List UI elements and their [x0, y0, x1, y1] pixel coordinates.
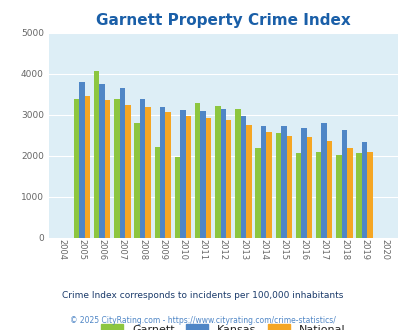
Bar — [185, 116, 191, 238]
Bar — [315, 152, 321, 238]
Bar — [200, 111, 205, 238]
Bar — [235, 109, 240, 238]
Bar — [367, 152, 372, 238]
Bar — [295, 153, 301, 238]
Bar — [335, 155, 341, 238]
Bar — [119, 88, 125, 238]
Bar — [125, 105, 130, 238]
Bar — [74, 99, 79, 238]
Bar — [341, 130, 346, 238]
Bar — [94, 71, 99, 238]
Bar — [260, 126, 266, 238]
Bar — [85, 96, 90, 238]
Bar — [180, 110, 185, 238]
Text: © 2025 CityRating.com - https://www.cityrating.com/crime-statistics/: © 2025 CityRating.com - https://www.city… — [70, 315, 335, 325]
Legend: Garnett, Kansas, National: Garnett, Kansas, National — [98, 321, 348, 330]
Bar — [134, 123, 139, 238]
Bar — [154, 147, 160, 238]
Bar — [286, 136, 291, 238]
Bar — [321, 123, 326, 238]
Bar — [240, 115, 245, 238]
Bar — [145, 107, 150, 238]
Bar — [255, 148, 260, 238]
Bar — [114, 99, 119, 238]
Bar — [266, 132, 271, 238]
Bar — [174, 157, 180, 238]
Bar — [280, 126, 286, 238]
Bar — [301, 128, 306, 238]
Text: Crime Index corresponds to incidents per 100,000 inhabitants: Crime Index corresponds to incidents per… — [62, 291, 343, 300]
Bar — [306, 137, 311, 238]
Bar — [361, 142, 367, 238]
Bar — [160, 107, 165, 238]
Bar — [220, 109, 226, 238]
Bar — [99, 84, 104, 238]
Bar — [139, 99, 145, 238]
Bar — [104, 100, 110, 238]
Bar — [215, 106, 220, 238]
Bar — [165, 113, 171, 238]
Bar — [275, 133, 280, 238]
Bar — [356, 153, 361, 238]
Title: Garnett Property Crime Index: Garnett Property Crime Index — [96, 13, 350, 28]
Bar — [79, 82, 85, 238]
Bar — [226, 120, 231, 238]
Bar — [205, 118, 211, 238]
Bar — [326, 141, 332, 238]
Bar — [194, 103, 200, 238]
Bar — [346, 148, 352, 238]
Bar — [245, 125, 251, 238]
